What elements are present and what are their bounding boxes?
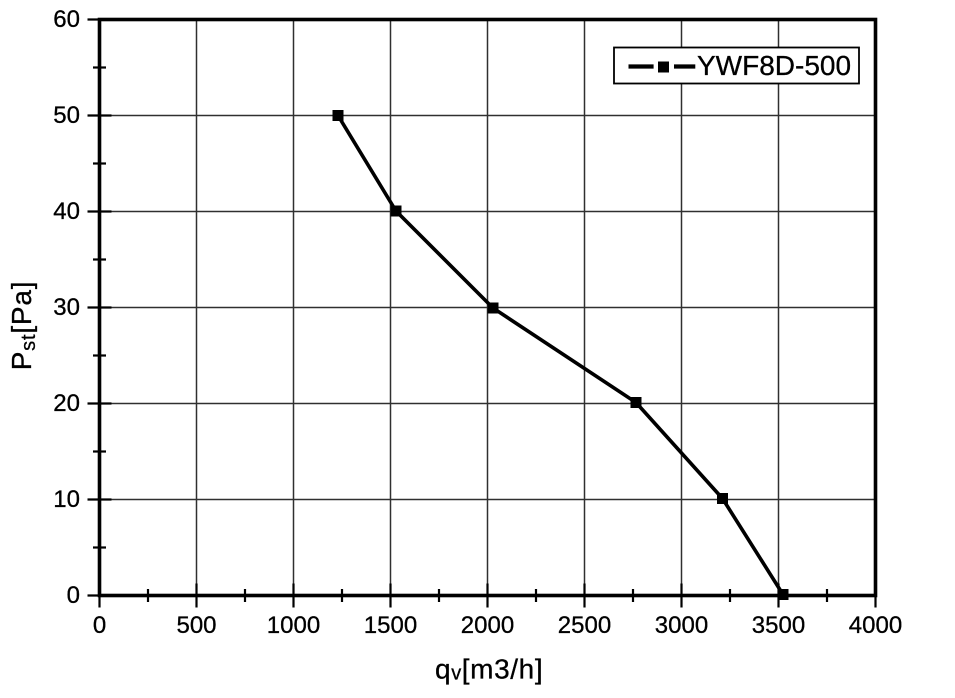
svg-text:0: 0 [67,582,80,609]
svg-text:YWF8D-500: YWF8D-500 [697,50,851,81]
svg-text:4000: 4000 [849,612,902,639]
svg-text:3000: 3000 [655,612,708,639]
svg-text:500: 500 [176,612,216,639]
svg-text:Pst[Pa]: Pst[Pa] [6,281,40,371]
svg-text:10: 10 [53,486,80,513]
svg-text:qv[m3/h]: qv[m3/h] [435,654,543,685]
svg-text:50: 50 [53,102,80,129]
svg-text:30: 30 [53,294,80,321]
svg-text:1500: 1500 [364,612,417,639]
svg-text:1000: 1000 [267,612,320,639]
svg-text:60: 60 [53,6,80,33]
svg-text:20: 20 [53,390,80,417]
svg-text:3500: 3500 [752,612,805,639]
svg-text:0: 0 [93,612,106,639]
svg-text:40: 40 [53,198,80,225]
svg-text:2000: 2000 [461,612,514,639]
svg-text:2500: 2500 [558,612,611,639]
